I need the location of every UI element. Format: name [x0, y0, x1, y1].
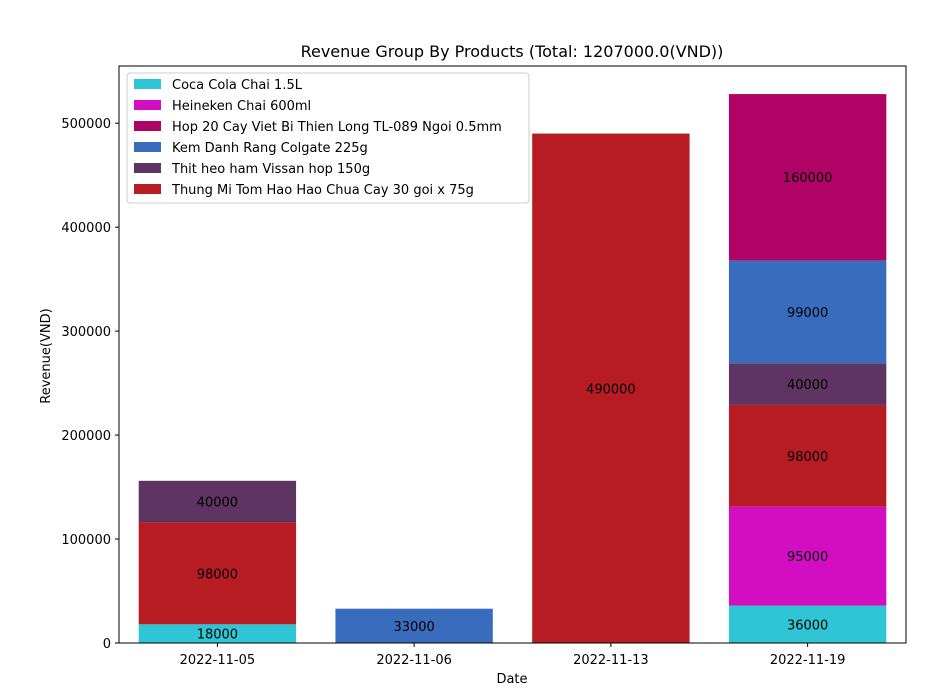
y-tick-label: 400000 [61, 221, 111, 236]
legend-swatch [134, 163, 161, 173]
x-tick-label: 2022-11-19 [770, 653, 846, 668]
x-tick-label: 2022-11-13 [573, 653, 649, 668]
bar-segment [335, 608, 493, 643]
data-label: 36000 [787, 618, 828, 633]
legend: Coca Cola Chai 1.5L Heineken Chai 600ml Ho… [126, 72, 530, 204]
legend-swatch [134, 121, 161, 131]
y-tick-label: 200000 [61, 429, 111, 444]
data-label: 18000 [197, 628, 238, 643]
y-tick-label: 500000 [61, 117, 111, 132]
data-label: 99000 [787, 306, 828, 321]
data-label: 40000 [197, 496, 238, 511]
legend-swatch [134, 79, 161, 89]
bar-segment [728, 94, 887, 261]
data-label: 160000 [783, 171, 833, 186]
bar-segment [728, 260, 887, 364]
bar-segment [728, 605, 887, 643]
legend-swatch [134, 100, 161, 110]
data-label: 98000 [787, 450, 828, 465]
legend-label: Heineken Chai 600ml [172, 99, 311, 114]
legend-label: Thit heo ham Vissan hop 150g [171, 162, 370, 177]
y-tick-label: 100000 [61, 533, 111, 548]
data-label: 98000 [197, 567, 238, 582]
legend-box [126, 72, 530, 204]
bar-segment [728, 363, 887, 405]
y-tick-label: 300000 [61, 325, 111, 340]
legend-label: Thung Mi Tom Hao Hao Chua Cay 30 goi x 7… [171, 183, 474, 198]
data-label: 33000 [393, 620, 434, 635]
chart-title: Revenue Group By Products (Total: 120700… [301, 42, 724, 61]
bar-segment [728, 506, 887, 606]
bar-segment [138, 480, 297, 523]
bar-segment [138, 624, 297, 643]
data-label: 490000 [586, 382, 636, 397]
x-tick-label: 2022-11-05 [180, 653, 256, 668]
legend-label: Hop 20 Cay Viet Bi Thien Long TL-089 Ngo… [172, 120, 502, 135]
legend-label: Kem Danh Rang Colgate 225g [172, 141, 368, 156]
legend-swatch [134, 142, 161, 152]
y-axis-label: Revenue(VND) [39, 308, 54, 403]
data-label: 40000 [787, 378, 828, 393]
y-tick-label: 0 [103, 637, 111, 652]
plot-area: 18000 36000 95000 98000 490000 98000 40000 4000… [61, 65, 907, 668]
bar-segment [138, 522, 297, 625]
plot-frame [118, 65, 907, 644]
legend-label: Coca Cola Chai 1.5L [172, 78, 303, 93]
bar-segment [532, 133, 690, 643]
x-axis-label: Date [496, 672, 527, 687]
x-tick-label: 2022-11-06 [376, 653, 452, 668]
legend-swatch [134, 184, 161, 194]
bar-segment [728, 404, 887, 507]
data-label: 95000 [787, 550, 828, 565]
